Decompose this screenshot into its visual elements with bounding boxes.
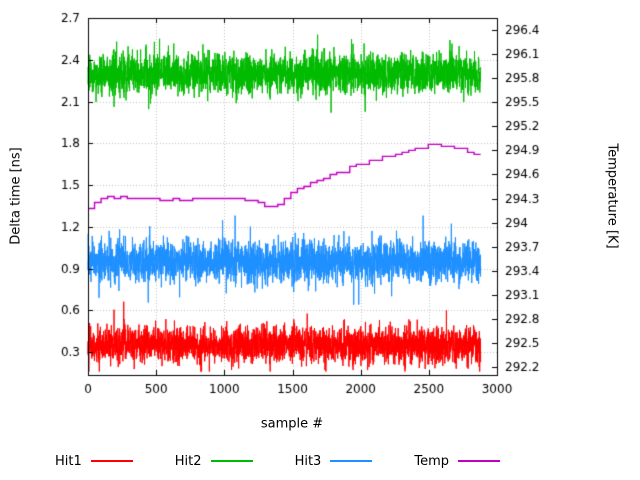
legend-label: Hit2 (174, 453, 202, 469)
legend-item-temp: Temp (414, 454, 500, 469)
legend-line-swatch (330, 460, 373, 462)
legend-line-swatch (90, 460, 133, 462)
legend-line-swatch (210, 460, 253, 462)
x-axis-title: sample # (260, 416, 324, 432)
right-axis-title: Temperature [K] (604, 143, 620, 249)
legend-label: Hit1 (55, 453, 82, 469)
legend-item-hit3: Hit3 (295, 454, 373, 469)
legend: Hit1 Hit2 Hit3 Temp (55, 450, 500, 472)
legend-label: Temp (414, 453, 449, 469)
legend-item-hit2: Hit2 (175, 454, 253, 469)
legend-line-swatch (458, 460, 500, 462)
legend-label: Hit3 (294, 453, 322, 469)
legend-item-hit1: Hit1 (55, 454, 133, 469)
left-axis-title: Delta time [ns] (8, 147, 24, 245)
